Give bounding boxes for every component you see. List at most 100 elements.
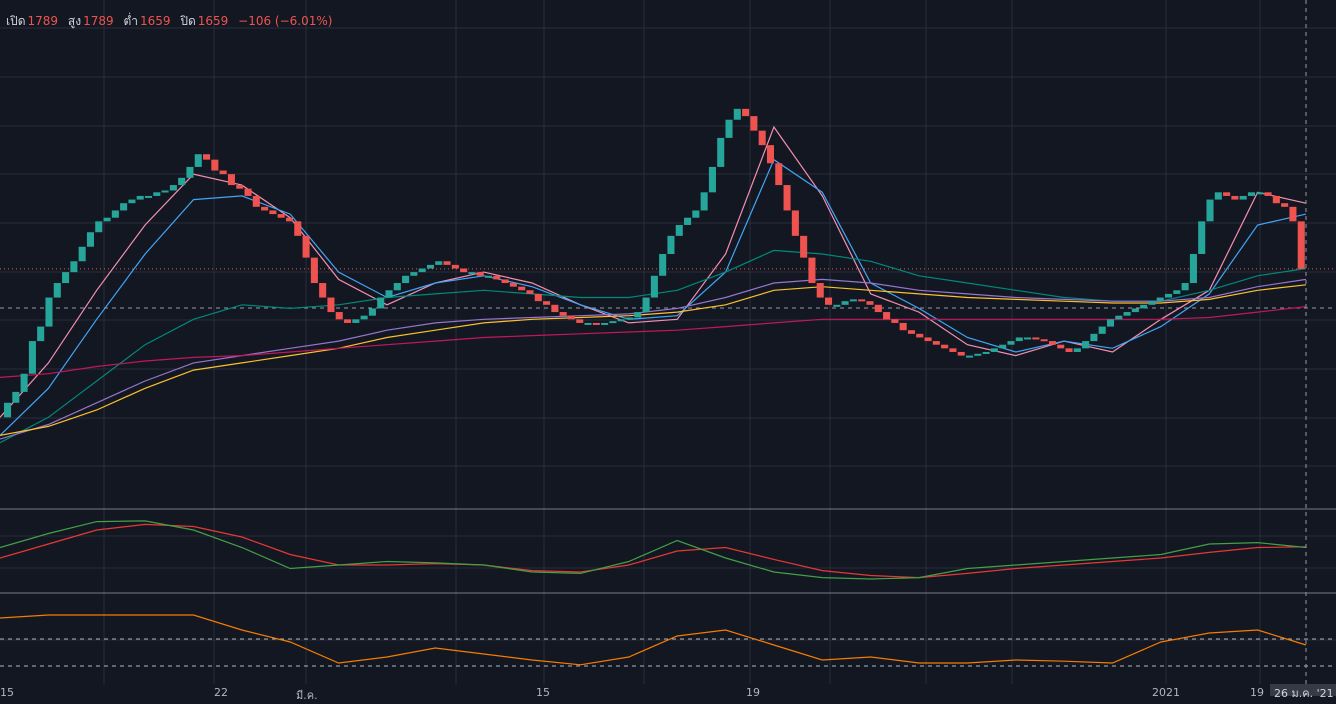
candle-down xyxy=(310,257,318,284)
candle-down xyxy=(526,290,534,294)
candle-down xyxy=(285,217,294,222)
candle-down xyxy=(1057,344,1065,349)
candle-down xyxy=(783,185,791,211)
candle-up xyxy=(1106,319,1115,327)
candle-down xyxy=(476,272,484,276)
candle-down xyxy=(1048,341,1056,345)
ma-line-6 xyxy=(0,306,1307,378)
candle-up xyxy=(1198,221,1206,254)
candle-down xyxy=(302,235,310,258)
candle-up xyxy=(625,317,634,320)
candle-up xyxy=(990,348,998,352)
candle-up xyxy=(725,119,733,138)
candle-down xyxy=(791,210,799,236)
x-tick-label: 15 xyxy=(0,686,14,699)
candle-up xyxy=(86,232,94,247)
candle-up xyxy=(717,137,725,167)
candle-up xyxy=(1140,304,1148,309)
candle-up xyxy=(178,177,186,186)
oscillator-panel xyxy=(0,520,1307,580)
candle-up xyxy=(161,190,169,193)
candle-up xyxy=(103,217,111,222)
candle-down xyxy=(742,108,750,117)
candle-up xyxy=(601,322,609,325)
candle-down xyxy=(592,322,600,325)
candle-down xyxy=(294,221,302,236)
candle-up xyxy=(120,203,128,211)
x-tick-label: 19 xyxy=(746,686,760,699)
candle-up xyxy=(78,246,86,262)
candle-up xyxy=(1206,199,1214,222)
candle-up xyxy=(1189,254,1197,284)
candle-down xyxy=(941,344,949,349)
candle-down xyxy=(319,283,327,298)
candle-up xyxy=(37,326,45,342)
candle-down xyxy=(1032,337,1040,340)
candle-down xyxy=(907,330,915,334)
candle-up xyxy=(153,192,161,196)
candle-down xyxy=(891,319,899,323)
candle-down xyxy=(957,351,965,356)
x-tick-label: 22 xyxy=(214,686,228,699)
candle-down xyxy=(236,185,244,189)
candle-up xyxy=(53,283,61,298)
candle-down xyxy=(858,299,866,302)
candle-down xyxy=(825,297,833,305)
ohlc-legend: เปิด 1789 สูง 1789 ต่ำ 1659 ปิด 1659 −106 (−… xyxy=(6,12,338,31)
oscillator2-orange-line xyxy=(0,614,1307,666)
candle-up xyxy=(974,353,982,356)
candle-down xyxy=(800,235,808,258)
candle-up xyxy=(360,315,368,320)
candle-down xyxy=(543,301,551,305)
candle-up xyxy=(28,341,36,374)
candle-down xyxy=(1231,195,1239,200)
candle-up xyxy=(70,261,78,273)
candle-down xyxy=(750,116,758,131)
ma-line-5 xyxy=(0,284,1307,436)
candle-down xyxy=(551,304,559,313)
candle-up xyxy=(609,321,617,324)
candle-up xyxy=(684,217,692,225)
candle-down xyxy=(758,130,766,146)
candle-up xyxy=(1173,290,1181,294)
candle-up xyxy=(617,319,625,322)
candle-up xyxy=(95,221,103,233)
candle-down xyxy=(816,283,824,298)
candle-down xyxy=(443,261,451,265)
candle-up xyxy=(435,261,443,265)
candle-up xyxy=(1015,337,1023,342)
x-tick-label: มี.ค. xyxy=(296,689,318,702)
candle-up xyxy=(634,312,642,318)
candle-down xyxy=(227,174,235,186)
candle-down xyxy=(1289,206,1297,222)
candle-up xyxy=(393,283,401,291)
candle-up xyxy=(194,154,202,167)
candle-up xyxy=(1082,341,1090,349)
ma-line-2 xyxy=(0,158,1307,436)
candle-down xyxy=(1264,192,1272,196)
candle-up xyxy=(1148,301,1156,305)
low-label: ต่ำ xyxy=(123,14,138,28)
candle-up xyxy=(186,166,194,178)
oscillator2-panel xyxy=(0,614,1336,667)
high-label: สูง xyxy=(67,14,82,28)
candle-down xyxy=(211,159,219,171)
candle-down xyxy=(534,293,542,302)
candle-up xyxy=(1256,192,1264,195)
high-value: 1789 xyxy=(83,14,114,28)
candle-up xyxy=(659,254,667,276)
candle-down xyxy=(899,322,907,331)
candle-up xyxy=(111,210,119,218)
candle-down xyxy=(219,170,227,175)
ma-line-4 xyxy=(0,278,1307,440)
candle-up xyxy=(1239,195,1247,200)
candle-up xyxy=(1115,315,1123,320)
x-tick-label: 2021 xyxy=(1152,686,1180,699)
candle-down xyxy=(567,315,575,320)
candle-up xyxy=(1131,308,1139,313)
candle-up xyxy=(402,275,410,284)
candle-up xyxy=(352,319,360,323)
candle-up xyxy=(169,185,177,191)
candle-up xyxy=(4,402,12,418)
